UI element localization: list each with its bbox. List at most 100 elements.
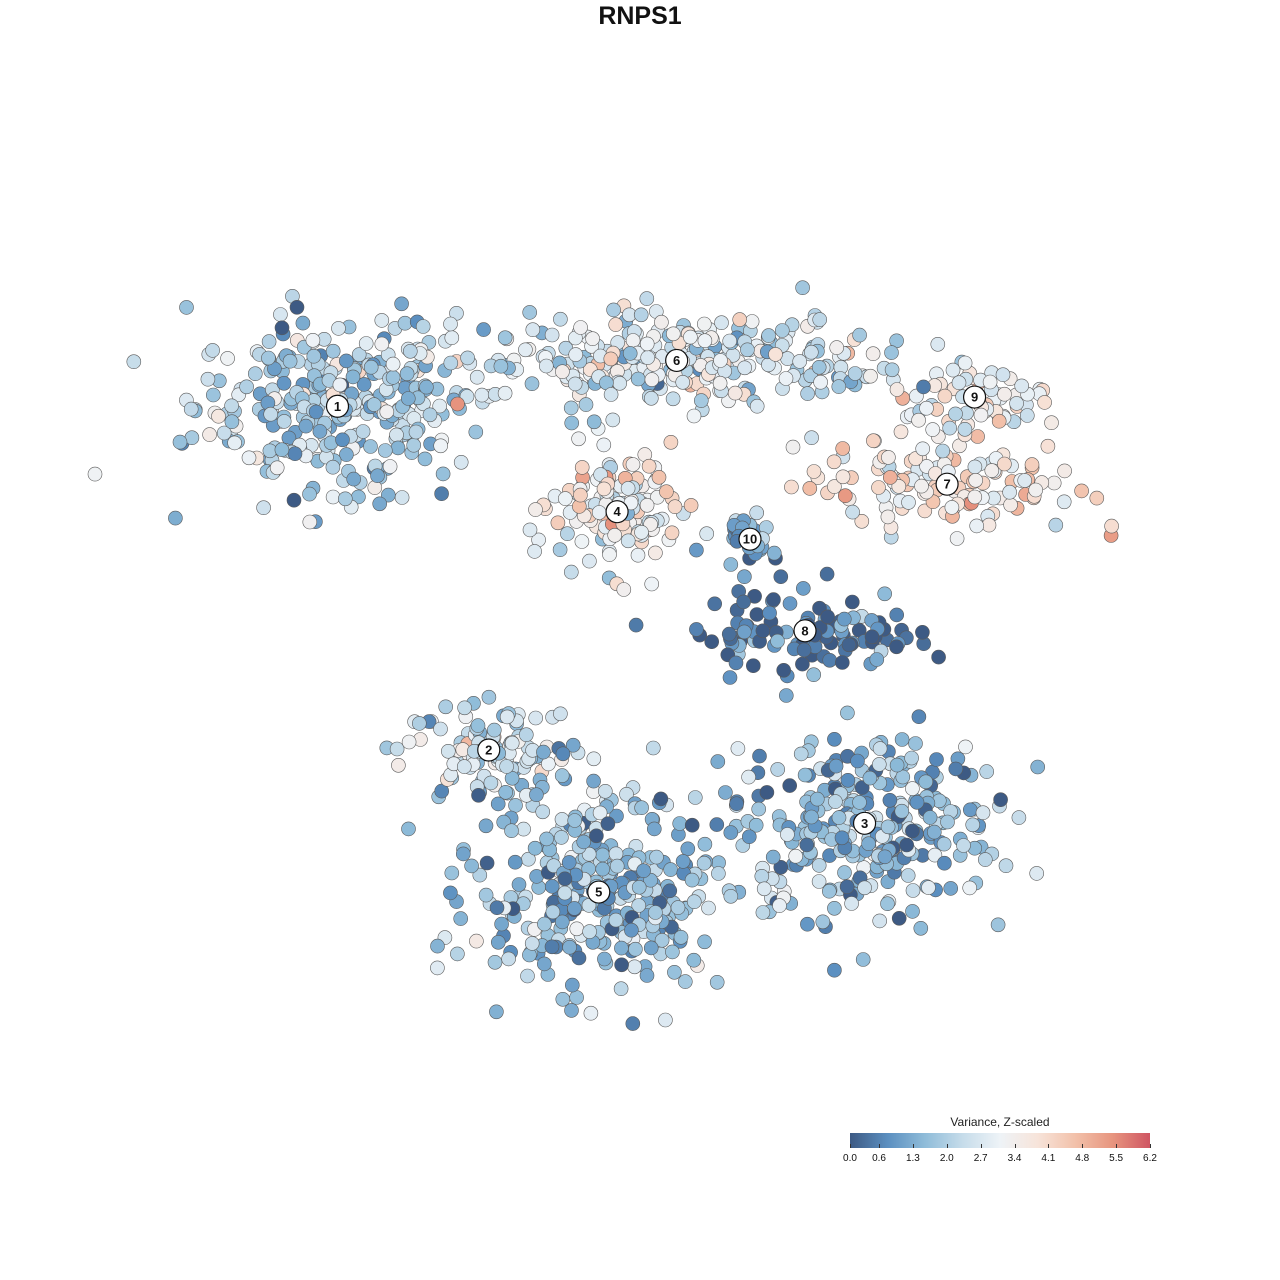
cell-point [408,424,424,440]
legend-tick-mark [1048,1144,1050,1148]
cell-point [469,369,485,385]
cell-point [962,802,978,818]
cell-point [866,433,881,449]
cell-point [469,933,484,949]
cell-point [744,314,760,329]
cell-point [497,385,513,401]
cell-point [648,545,663,561]
cell-point [845,504,860,520]
cell-point [499,709,515,725]
cell-point [443,355,459,371]
cell-point [563,400,579,416]
cell-point [440,743,456,759]
cell-point [811,359,827,375]
cell-point [765,849,781,865]
cell-point [332,377,348,393]
cluster-label-text: 7 [943,477,950,492]
cell-point [696,855,712,871]
cell-point [861,836,876,852]
cell-point [644,576,660,592]
cluster-label-5: 5 [587,880,611,904]
cell-point [450,396,465,412]
cell-point [699,526,715,542]
cell-point [269,460,285,476]
cell-point [915,624,930,640]
cell-point [619,786,634,802]
cell-point [555,746,571,762]
cell-point [736,594,751,610]
cell-point [625,1016,641,1031]
cell-point [863,368,878,384]
cell-point [351,347,367,362]
cell-point [891,910,907,926]
cell-point [544,879,560,894]
cell-point [489,900,505,916]
cell-point [1048,517,1064,533]
cell-point [511,877,527,892]
cluster-label-1: 1 [325,394,350,418]
cell-point [916,379,931,395]
cell-point [529,787,544,803]
cell-point [489,1004,504,1020]
legend-tick-label: 4.8 [1075,1153,1090,1164]
cell-point [554,768,570,783]
cell-point [1044,415,1059,431]
cell-point [643,940,659,956]
cell-point [889,757,905,773]
cell-point [295,315,311,331]
cell-point [755,623,771,639]
cell-point [722,670,738,685]
legend-tick-label: 1.3 [905,1153,920,1164]
cell-point [665,944,680,960]
cell-point [768,347,783,362]
cell-point [434,783,450,799]
cell-point [562,939,577,955]
cell-point [820,609,835,625]
cell-point [536,956,552,972]
cell-point [804,430,819,446]
cell-point [87,466,103,482]
cell-point [634,800,649,816]
cell-point [991,413,1007,429]
cell-point [756,881,772,897]
cell-point [261,334,277,349]
cell-point [935,443,951,459]
cell-point [640,350,656,365]
cell-point [749,505,765,521]
cell-point [287,446,303,462]
cell-point [827,962,842,978]
cell-point [967,489,983,505]
cluster-labels-layer: 1 2 3 4 5 6 7 8 9 10 [325,348,987,904]
cell-point [835,441,851,456]
cell-point [646,821,662,837]
cell-point [582,924,597,939]
cell-point [827,731,842,747]
cell-point [686,894,702,910]
cell-point [305,332,321,348]
cell-point [520,968,535,984]
cell-point [826,454,842,470]
cell-point [501,951,516,967]
cell-point [889,607,905,623]
cell-point [211,408,226,424]
cell-point [689,622,704,637]
cell-point [168,510,183,526]
cell-point [785,439,801,455]
cell-point [776,662,792,678]
cell-point [172,434,188,450]
cell-point [894,732,910,747]
legend-tick-mark [850,1144,851,1148]
cell-point [741,829,757,845]
cell-point [276,414,292,429]
cell-point [821,883,837,899]
cell-point [990,917,1006,933]
cell-point [581,846,597,862]
cell-point [569,990,584,1005]
cell-point [490,796,506,812]
cell-point [766,592,781,607]
cell-point [913,920,929,936]
cell-point [241,450,257,466]
cell-point [432,398,448,414]
cell-point [346,471,362,487]
cell-point [274,320,290,336]
